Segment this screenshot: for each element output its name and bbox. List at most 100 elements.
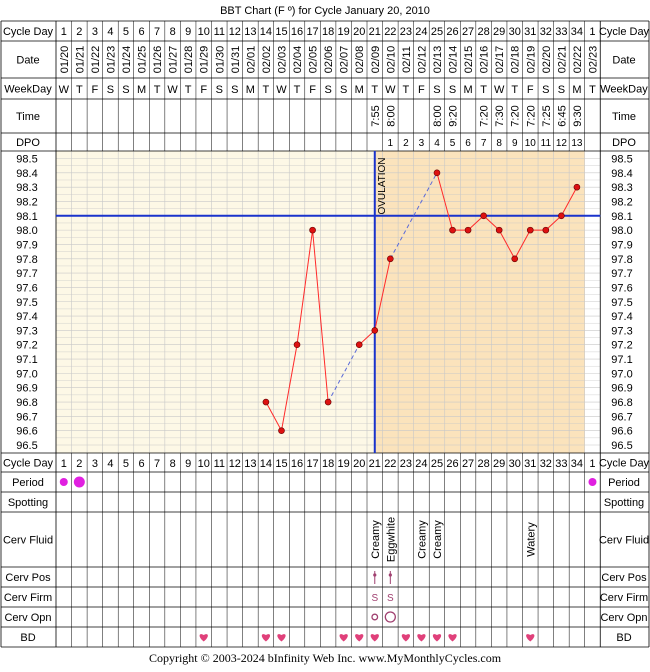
date-label: 01/28	[183, 46, 195, 74]
weekday-label: S	[231, 84, 238, 96]
ovulation-label: OVULATION	[377, 157, 388, 214]
cycle-day-label: 5	[123, 458, 129, 470]
date-label: 01/26	[152, 46, 164, 74]
y-tick-label-right: 97.1	[611, 354, 632, 366]
weekday-label: T	[511, 84, 518, 96]
weekday-label: W	[167, 84, 178, 96]
temperature-point	[278, 427, 285, 434]
date-label: 02/08	[354, 46, 366, 74]
weekday-label: T	[263, 84, 270, 96]
date-label: 02/20	[541, 46, 553, 74]
date-label: 02/15	[463, 46, 475, 74]
temperature-line	[436, 172, 454, 231]
row-label-cerv-fluid: Cerv Fluid	[3, 535, 53, 547]
weekday-label: W	[494, 84, 505, 96]
cycle-day-label: 11	[214, 26, 225, 38]
y-tick-label-left: 97.5	[16, 297, 37, 309]
cerv-opn-marker	[371, 613, 379, 621]
row-label-cycle-day: Cycle Day	[3, 26, 54, 38]
row-label-spotting: Spotting	[8, 497, 48, 509]
temperature-gap-line	[389, 172, 438, 260]
cycle-day-label: 3	[92, 458, 98, 470]
period-marker	[59, 478, 68, 486]
y-tick-label-right: 97.3	[611, 325, 632, 337]
weekday-label: M	[246, 84, 255, 96]
row-label-cerv-opn: Cerv Opn	[4, 612, 51, 624]
y-tick-label-left: 97.0	[16, 368, 37, 380]
dpo-label: 3	[419, 138, 425, 149]
cycle-day-label: 23	[400, 458, 412, 470]
bd-heart-icon	[199, 634, 208, 642]
cycle-day-label: 13	[244, 458, 256, 470]
dpo-label: 6	[465, 138, 471, 149]
temperature-point	[573, 183, 581, 191]
cycle-day-label: 31	[524, 458, 536, 470]
date-label: 01/25	[137, 46, 149, 74]
cycle-day-label: 17	[306, 458, 318, 470]
date-label: 01/20	[59, 46, 71, 74]
date-label: 02/05	[308, 46, 320, 74]
cycle-day-label: 29	[493, 458, 505, 470]
temperature-point	[511, 255, 519, 263]
cycle-day-label: 15	[275, 26, 287, 38]
y-tick-label-right: 98.1	[611, 211, 632, 223]
y-tick-label-right: 97.2	[611, 340, 632, 352]
weekday-label: M	[463, 84, 472, 96]
time-label: 6:45	[556, 105, 568, 126]
bd-heart-icon	[448, 634, 457, 642]
cycle-day-label: 19	[338, 458, 350, 470]
temperature-line	[467, 215, 484, 231]
cycle-day-label: 27	[462, 458, 474, 470]
date-label: 02/07	[339, 46, 351, 74]
y-tick-label-right: 98.4	[611, 168, 632, 180]
cerv-fluid-label: Watery	[525, 522, 537, 557]
weekday-label: S	[122, 84, 129, 96]
cycle-day-label: 14	[260, 26, 272, 38]
temperature-point	[542, 226, 550, 234]
y-tick-label-right: 98.5	[611, 154, 632, 166]
time-label: 7:30	[494, 105, 506, 126]
cycle-day-label: 9	[185, 458, 191, 470]
dpo-label: 5	[450, 138, 456, 149]
y-tick-label-left: 97.8	[16, 254, 37, 266]
row-label-cerv-firm: Cerv Firm	[4, 592, 52, 604]
dpo-label: 4	[434, 138, 440, 149]
row-label-cerv-pos: Cerv Pos	[5, 572, 51, 584]
dpo-label: 7	[481, 138, 487, 149]
bd-heart-icon	[526, 634, 535, 642]
temperature-line	[374, 258, 391, 331]
cerv-fluid-label: Eggwhite	[385, 517, 397, 562]
bd-heart-icon	[277, 634, 286, 642]
cycle-day-label: 28	[478, 26, 490, 38]
y-tick-label-left: 98.0	[16, 225, 37, 237]
cycle-day-label: 8	[170, 26, 176, 38]
cycle-day-label: 1	[61, 458, 67, 470]
dpo-label: 8	[496, 138, 502, 149]
cycle-day-label: 2	[76, 458, 82, 470]
dpo-label: 12	[556, 138, 568, 149]
chart-footer: Copyright © 2003-2024 bInfinity Web Inc.…	[149, 651, 502, 665]
cycle-day-label: 8	[170, 458, 176, 470]
row-label-dpo: DPO	[612, 137, 636, 149]
weekday-label: F	[527, 84, 534, 96]
date-label: 02/10	[385, 46, 397, 74]
cycle-day-label: 16	[291, 26, 303, 38]
weekday-label: T	[371, 84, 378, 96]
y-tick-label-left: 97.2	[16, 340, 37, 352]
temperature-line	[545, 215, 562, 231]
cerv-firm-label: S	[387, 593, 394, 604]
y-tick-label-left: 96.9	[16, 383, 37, 395]
cerv-fluid-label: Creamy	[370, 520, 382, 559]
y-tick-label-left: 96.8	[16, 397, 37, 409]
row-label-date: Date	[16, 55, 39, 67]
cycle-day-label: 23	[400, 26, 412, 38]
time-label: 7:20	[510, 105, 522, 126]
time-label: 7:20	[479, 105, 491, 126]
weekday-label: S	[216, 84, 223, 96]
cycle-day-label: 33	[555, 458, 567, 470]
row-label-time: Time	[16, 111, 40, 123]
cycle-day-label: 22	[384, 26, 396, 38]
bd-heart-icon	[370, 634, 379, 642]
cycle-day-label: 12	[229, 26, 241, 38]
dpo-label: 1	[388, 138, 394, 149]
